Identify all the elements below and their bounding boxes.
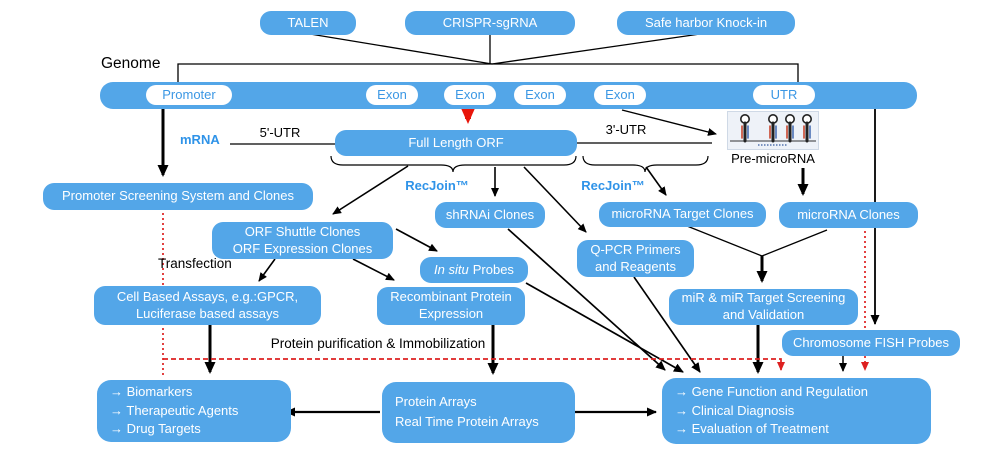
- box-orf-shuttle: ORF Shuttle Clones ORF Expression Clones: [212, 222, 393, 259]
- mir-screening-line2: and Validation: [722, 307, 805, 322]
- mirna-target-label: microRNA Target Clones: [611, 206, 754, 222]
- segment-exon-2: Exon: [444, 85, 496, 105]
- gene-function-line1: → Gene Function and Regulation: [675, 383, 868, 399]
- cell-based-line1: Cell Based Assays, e.g.:GPCR,: [116, 288, 299, 304]
- segment-exon-4: Exon: [594, 85, 646, 105]
- brace-recjoin-2: [582, 155, 709, 173]
- black-arrows: [258, 109, 880, 417]
- qpcr-line1: Q-PCR Primers: [590, 241, 681, 257]
- five-utr-label: 5'-UTR: [259, 125, 301, 140]
- segment-exon-1: Exon: [366, 85, 418, 105]
- red-dashed-horizontal: [163, 358, 785, 371]
- biomarkers-line2: → Therapeutic Agents: [110, 402, 239, 418]
- recjoin-label-1: RecJoin™: [405, 178, 469, 193]
- mrna-label: mRNA: [180, 132, 220, 147]
- insitu-italic: In situ: [434, 261, 469, 277]
- mirna-clones-label: microRNA Clones: [797, 206, 900, 222]
- safe-harbor-label: Safe harbor Knock-in: [644, 14, 768, 30]
- box-crispr: CRISPR-sgRNA: [405, 11, 575, 35]
- box-mirna-target: microRNA Target Clones: [599, 202, 766, 227]
- brace-recjoin-1: [330, 155, 577, 173]
- box-recombinant: Recombinant Protein Expression: [377, 287, 525, 325]
- recjoin-label-2: RecJoin™: [581, 178, 645, 193]
- promoter-screening-label: Promoter Screening System and Clones: [62, 188, 294, 204]
- box-full-length-orf: Full Length ORF: [335, 130, 577, 156]
- chromosome-fish-label: Chromosome FISH Probes: [792, 334, 950, 350]
- cell-based-line2: Luciferase based assays: [135, 305, 280, 321]
- segment-promoter: Promoter: [146, 85, 232, 105]
- box-mir-screening: miR & miR Target Screening and Validatio…: [669, 289, 858, 325]
- biomarkers-line3: → Drug Targets: [110, 421, 201, 437]
- transfection-label: Transfection: [158, 256, 232, 271]
- hairpin-structures: [730, 114, 816, 146]
- orf-label: Full Length ORF: [408, 134, 504, 150]
- gene-function-line2: → Clinical Diagnosis: [675, 402, 795, 418]
- thick-black-arrows: [157, 109, 809, 375]
- protein-arrays-line2: Real Time Protein Arrays: [395, 414, 539, 429]
- box-biomarkers: → Biomarkers → Therapeutic Agents → Drug…: [97, 380, 291, 442]
- box-chromosome-fish: Chromosome FISH Probes: [782, 330, 960, 356]
- qpcr-line2: and Reagents: [595, 258, 676, 274]
- box-cell-based: Cell Based Assays, e.g.:GPCR, Luciferase…: [94, 286, 321, 325]
- shrnai-label: shRNAi Clones: [445, 206, 535, 222]
- pre-microrna-image: [727, 111, 819, 150]
- box-talen: TALEN: [260, 11, 356, 35]
- recombinant-line2: Expression: [418, 306, 484, 321]
- recombinant-line1: Recombinant Protein: [390, 289, 512, 305]
- mir-screening-line1: miR & miR Target Screening: [681, 290, 846, 306]
- box-mirna-clones: microRNA Clones: [779, 202, 918, 228]
- box-protein-arrays: Protein Arrays Real Time Protein Arrays: [382, 382, 575, 443]
- box-promoter-screening: Promoter Screening System and Clones: [43, 183, 313, 210]
- box-safe-harbor: Safe harbor Knock-in: [617, 11, 795, 35]
- protein-purification-label: Protein purification & Immobilization: [270, 336, 486, 351]
- segment-exon-3: Exon: [514, 85, 566, 105]
- top-connectors: [177, 33, 828, 257]
- orf-shuttle-line1: ORF Shuttle Clones: [244, 223, 361, 239]
- pre-microrna-label: Pre-microRNA: [731, 151, 815, 166]
- insitu-rest: Probes: [472, 261, 514, 277]
- box-shrnai: shRNAi Clones: [435, 202, 545, 228]
- talen-label: TALEN: [287, 14, 329, 30]
- orf-shuttle-line2: ORF Expression Clones: [232, 240, 373, 256]
- gene-function-line3: → Evaluation of Treatment: [675, 421, 829, 437]
- box-qpcr: Q-PCR Primers and Reagents: [577, 240, 694, 277]
- crispr-label: CRISPR-sgRNA: [442, 14, 538, 30]
- biomarkers-line1: → Biomarkers: [110, 383, 193, 399]
- three-utr-label: 3'-UTR: [605, 122, 647, 137]
- box-gene-function: → Gene Function and Regulation → Clinica…: [662, 378, 931, 444]
- segment-utr: UTR: [753, 85, 815, 105]
- genome-label: Genome: [101, 55, 161, 72]
- box-insitu: In situ Probes: [420, 257, 528, 283]
- protein-arrays-line1: Protein Arrays: [395, 394, 477, 410]
